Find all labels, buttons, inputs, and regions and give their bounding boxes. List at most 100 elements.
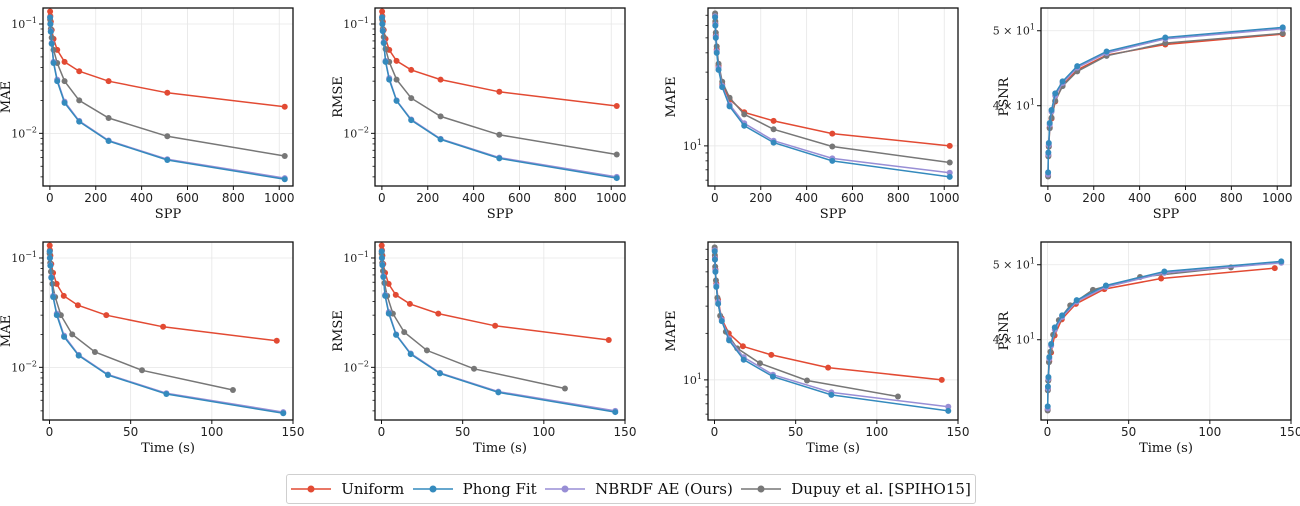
data-point-phong-fit: [829, 157, 836, 164]
data-point-uniform: [392, 291, 399, 298]
x-tick-label: 400: [795, 191, 818, 205]
data-point-phong-fit: [496, 155, 503, 162]
legend-swatch-phong-fit: [412, 485, 453, 493]
data-point-phong-fit: [1103, 48, 1110, 55]
x-tick-label: 1000: [1262, 191, 1293, 205]
data-point-phong-fit: [945, 407, 952, 414]
data-point-phong-fit: [378, 254, 385, 261]
y-tick-base: 10: [683, 374, 697, 387]
x-tick-label: 200: [749, 191, 772, 205]
data-point-phong-fit: [163, 391, 170, 398]
x-tick-label: 50: [455, 425, 470, 439]
data-point-phong-fit: [1052, 90, 1059, 97]
y-tick-base: 4 × 10: [993, 334, 1030, 347]
y-tick-base: 5 × 10: [993, 25, 1030, 38]
y-axis-label: MAE: [0, 81, 14, 113]
axes-frame: [42, 7, 294, 187]
data-point-phong-fit: [393, 331, 400, 338]
data-point-nbrdf-ae-ours: [946, 169, 953, 176]
data-point-phong-fit: [48, 274, 55, 281]
axes-frame: [1040, 7, 1292, 187]
legend-swatch-uniform: [291, 485, 332, 493]
legend-label-phong-fit: Phong Fit: [462, 480, 537, 498]
data-point-dupuy-et-al-spiho15: [756, 360, 763, 367]
data-point-dupuy-et-al-spiho15: [393, 76, 400, 83]
y-tick-exponent: −2: [357, 359, 369, 368]
y-tick-label: 10−2: [11, 125, 37, 140]
y-tick-label: 10−1: [343, 16, 369, 31]
data-point-phong-fit: [613, 175, 620, 182]
data-point-phong-fit: [1045, 149, 1052, 156]
x-tick-label: 50: [1121, 425, 1136, 439]
data-point-uniform: [60, 292, 67, 299]
x-axis-label: Time (s): [1139, 441, 1193, 456]
data-point-dupuy-et-al-spiho15: [229, 387, 236, 394]
data-point-phong-fit: [379, 28, 386, 35]
series-line-nbrdf-ae-ours: [380, 251, 616, 412]
x-tick-label: 150: [1280, 425, 1300, 439]
x-tick-label: 0: [1044, 425, 1052, 439]
data-point-uniform: [406, 300, 413, 307]
x-tick-label: 600: [841, 191, 864, 205]
data-point-phong-fit: [380, 274, 387, 281]
data-point-phong-fit: [53, 312, 60, 319]
data-point-phong-fit: [164, 157, 171, 164]
y-axis-label: MAPE: [664, 311, 679, 352]
legend-label-nbrdf-ae: NBRDF AE (Ours): [595, 480, 733, 498]
x-tick-label: 100: [865, 425, 888, 439]
y-axis-label: PSNR: [997, 76, 1012, 116]
data-point-dupuy-et-al-spiho15: [139, 367, 146, 374]
series-line-nbrdf-ae-ours: [48, 251, 284, 413]
data-point-phong-fit: [1102, 282, 1109, 289]
x-tick-label: 50: [123, 425, 138, 439]
data-point-phong-fit: [712, 14, 719, 21]
data-point-dupuy-et-al-spiho15: [1279, 30, 1286, 37]
data-point-phong-fit: [1059, 312, 1066, 319]
data-point-phong-fit: [76, 118, 83, 125]
data-point-phong-fit: [47, 28, 54, 35]
series-line-phong-fit: [1047, 26, 1283, 173]
data-point-phong-fit: [769, 373, 776, 380]
data-point-uniform: [946, 142, 953, 149]
legend-item-dupuy: Dupuy et al. [SPIHO15]: [741, 480, 971, 498]
data-point-phong-fit: [1044, 383, 1051, 390]
legend: Uniform Phong Fit NBRDF AE (Ours) Dupuy …: [286, 474, 976, 504]
data-point-dupuy-et-al-spiho15: [408, 95, 415, 102]
data-point-phong-fit: [711, 256, 718, 263]
data-point-phong-fit: [382, 292, 389, 299]
data-point-phong-fit: [46, 254, 53, 261]
data-point-uniform: [825, 364, 832, 371]
y-tick-exponent: 1: [697, 138, 702, 147]
x-axis-label: Time (s): [473, 441, 527, 456]
data-point-dupuy-et-al-spiho15: [401, 329, 408, 336]
x-tick-label: 800: [554, 191, 577, 205]
data-point-dupuy-et-al-spiho15: [561, 385, 568, 392]
x-tick-label: 100: [532, 425, 555, 439]
data-point-uniform: [379, 8, 386, 15]
y-tick-label: 10−1: [11, 250, 37, 265]
x-tick-label: 100: [1198, 425, 1221, 439]
y-tick-exponent: −1: [25, 250, 37, 259]
x-tick-label: 600: [176, 191, 199, 205]
data-point-phong-fit: [75, 352, 82, 359]
y-tick-exponent: 1: [1030, 98, 1035, 107]
data-point-phong-fit: [61, 333, 68, 340]
data-point-phong-fit: [495, 389, 502, 396]
y-axis-label: MAE: [0, 315, 14, 347]
data-point-phong-fit: [379, 14, 386, 21]
data-point-uniform: [273, 337, 280, 344]
y-tick-exponent: 1: [1030, 332, 1035, 341]
data-point-uniform: [393, 57, 400, 64]
series-line-phong-fit: [381, 17, 617, 179]
x-tick-label: 150: [282, 425, 305, 439]
y-tick-base: 10: [11, 361, 25, 374]
series-line-nbrdf-ae-ours: [1047, 27, 1283, 175]
data-point-phong-fit: [946, 173, 953, 180]
y-tick-exponent: 1: [1030, 23, 1035, 32]
data-point-phong-fit: [1046, 119, 1053, 126]
x-tick-label: 800: [887, 191, 910, 205]
legend-item-phong-fit: Phong Fit: [412, 480, 537, 498]
data-point-phong-fit: [1048, 106, 1055, 113]
